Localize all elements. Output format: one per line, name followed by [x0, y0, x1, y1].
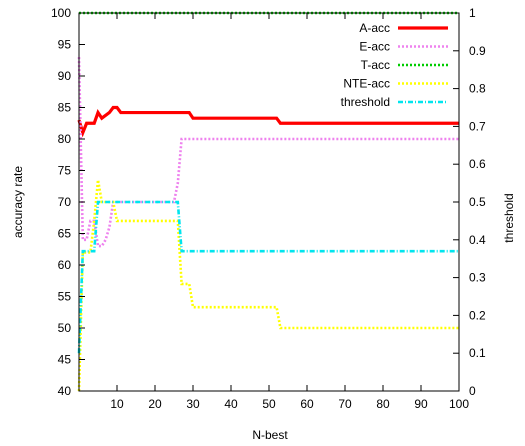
legend-label-e-acc: E-acc: [359, 40, 390, 54]
series-line-nte-acc: [77, 179, 459, 392]
y-tick-label: 85: [58, 101, 72, 115]
y2-tick-label: 0.5: [469, 195, 486, 209]
x-tick-label: 30: [186, 397, 200, 411]
legend-label-nte-acc: NTE-acc: [343, 77, 390, 91]
x-tick-label: 40: [224, 397, 238, 411]
series-line-a-acc: [77, 105, 459, 138]
y-tick-label: 50: [58, 321, 72, 335]
y2-tick-label: 0.4: [469, 233, 486, 247]
y-tick-label: 75: [58, 164, 72, 178]
x-tick-label: 100: [449, 397, 469, 411]
series-line-threshold: [77, 200, 459, 354]
ticks: 10 20 30 40 50 60 70 80 90 1004045505560657075808…: [51, 6, 486, 411]
legend-label-t-acc: T-acc: [361, 58, 390, 72]
y2-tick-label: 0.9: [469, 44, 486, 58]
legend: A-acc E-acc T-acc NTE-acc threshold: [341, 21, 448, 109]
y2-tick-label: 0.6: [469, 157, 486, 171]
x-tick-label: 90: [414, 397, 428, 411]
x-tick-label: 70: [338, 397, 352, 411]
y-tick-label: 55: [58, 290, 72, 304]
y-tick-label: 80: [58, 132, 72, 146]
y2-tick-label: 0.7: [469, 119, 486, 133]
y-tick-label: 40: [58, 384, 72, 398]
x-tick-label: 50: [262, 397, 276, 411]
y2-axis-title: threshold: [502, 193, 516, 242]
y-axis-title: accuracy rate: [11, 166, 25, 238]
x-axis-title: N-best: [252, 428, 288, 442]
y2-tick-label: 0.8: [469, 82, 486, 96]
plot-lines: [77, 11, 459, 392]
y-tick-label: 70: [58, 195, 72, 209]
y2-tick-label: 1: [469, 6, 476, 20]
y2-tick-label: 0.2: [469, 308, 486, 322]
y-tick-label: 95: [58, 38, 72, 52]
x-tick-label: 60: [300, 397, 314, 411]
y2-tick-label: 0.1: [469, 346, 486, 360]
y-tick-label: 65: [58, 227, 72, 241]
y-tick-label: 100: [51, 6, 71, 20]
legend-label-threshold: threshold: [341, 95, 390, 109]
y-tick-label: 45: [58, 353, 72, 367]
y2-tick-label: 0.3: [469, 271, 486, 285]
legend-label-a-acc: A-acc: [359, 21, 390, 35]
y-tick-label: 60: [58, 258, 72, 272]
y-tick-label: 90: [58, 69, 72, 83]
x-tick-label: 80: [376, 397, 390, 411]
y2-tick-label: 0: [469, 384, 476, 398]
series-line-e-acc: [77, 57, 459, 248]
x-tick-label: 20: [148, 397, 162, 411]
x-tick-label: 10: [110, 397, 124, 411]
